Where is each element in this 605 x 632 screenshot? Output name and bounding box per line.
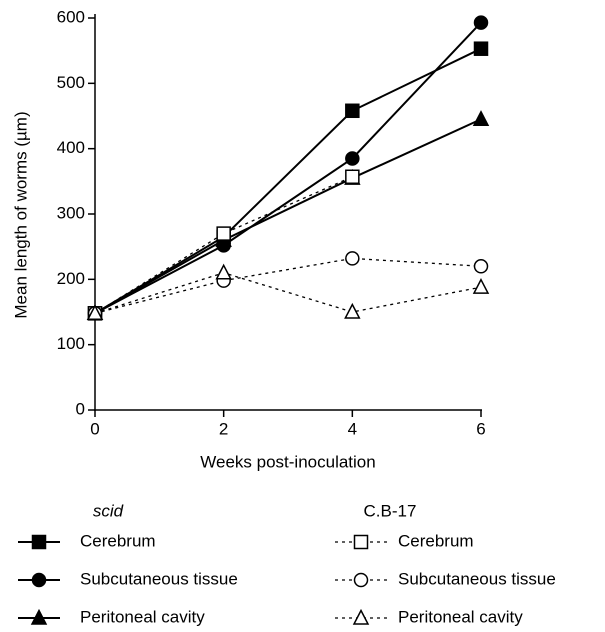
- x-tick-label: 2: [219, 419, 228, 438]
- legend-label: Subcutaneous tissue: [398, 569, 556, 588]
- marker: [473, 41, 489, 56]
- y-tick-label: 600: [57, 7, 85, 26]
- y-tick-label: 300: [57, 203, 85, 222]
- legend-label: Peritoneal cavity: [398, 607, 523, 626]
- y-tick-label: 200: [57, 269, 85, 288]
- y-tick-label: 500: [57, 73, 85, 92]
- marker: [215, 263, 232, 280]
- legend-marker: [352, 608, 370, 625]
- y-tick-label: 100: [57, 334, 85, 353]
- legend-marker: [353, 534, 369, 550]
- legend-label: Cerebrum: [398, 531, 474, 550]
- x-tick-label: 6: [476, 419, 485, 438]
- y-tick-label: 400: [57, 138, 85, 157]
- legend-marker: [31, 534, 47, 550]
- x-axis-label: Weeks post-inoculation: [200, 452, 375, 471]
- legend-group-title: scid: [93, 501, 124, 520]
- marker: [344, 302, 361, 319]
- marker: [345, 251, 360, 266]
- legend-marker: [30, 608, 48, 625]
- marker: [345, 103, 360, 119]
- marker: [345, 169, 360, 185]
- series-line: [94, 257, 482, 314]
- legend-marker: [31, 572, 47, 588]
- x-tick-label: 0: [90, 419, 99, 438]
- legend-group-title: C.B-17: [364, 501, 417, 520]
- legend-label: Cerebrum: [80, 531, 156, 550]
- y-axis-label: Mean length of worms (µm): [11, 111, 30, 318]
- legend-marker: [353, 572, 369, 588]
- series-line: [94, 118, 482, 315]
- marker: [472, 278, 490, 294]
- y-tick-label: 0: [76, 399, 85, 418]
- series-line: [94, 21, 482, 315]
- series-line: [94, 176, 353, 314]
- legend-label: Subcutaneous tissue: [80, 569, 238, 588]
- marker: [473, 15, 489, 30]
- marker: [86, 304, 104, 321]
- marker: [216, 226, 231, 241]
- marker: [345, 151, 360, 166]
- legend-label: Peritoneal cavity: [80, 607, 205, 626]
- series-line: [94, 47, 482, 315]
- marker: [472, 110, 490, 127]
- marker: [473, 259, 489, 274]
- x-tick-label: 4: [348, 419, 357, 438]
